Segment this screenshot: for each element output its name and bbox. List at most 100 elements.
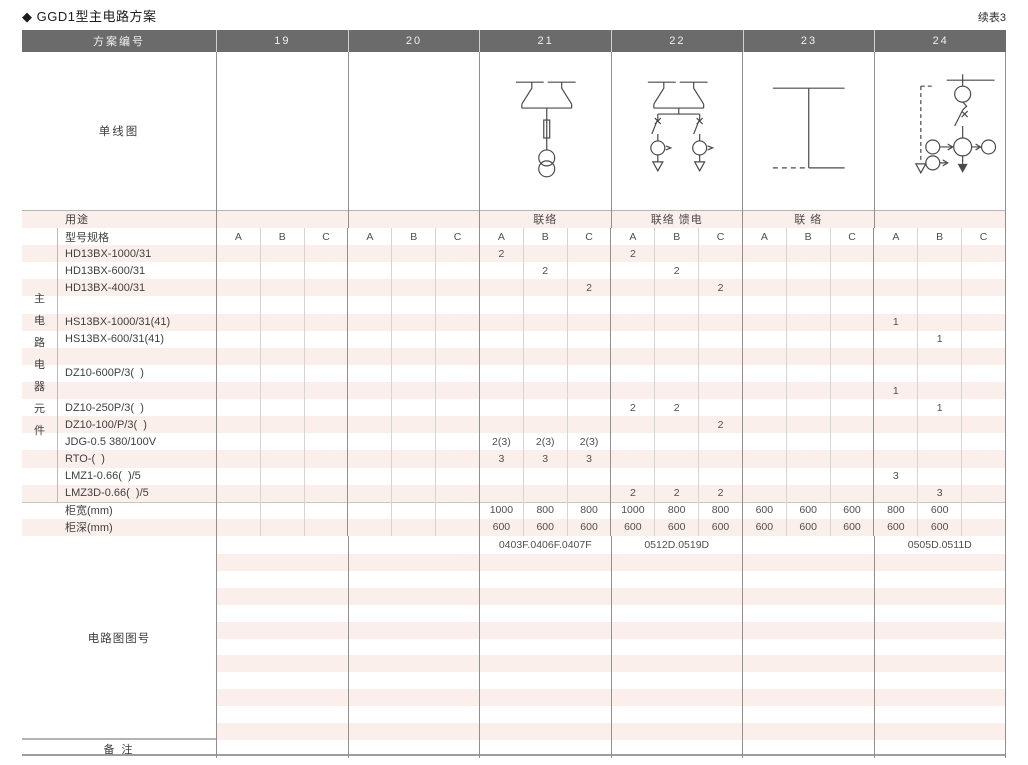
qty-cell (305, 450, 349, 468)
stripe-cell (349, 723, 480, 740)
stripe-cell (875, 554, 1006, 571)
qty-cell (918, 296, 963, 314)
qty-cell (261, 501, 305, 519)
qty-cell: 3 (480, 450, 524, 468)
diagram-number-body: 0403F.0406F.0407F 0512D.0519D 0505D.0511… (217, 536, 1006, 740)
component-row: DZ10-100/P/3( ) 2 (22, 416, 1006, 434)
stripe-cell (743, 554, 875, 571)
remark-cell-21 (480, 740, 612, 758)
subcolumn-header: C (962, 228, 1006, 246)
continuation-note: 续表3 (977, 12, 1006, 24)
diagram-cell-19 (217, 52, 349, 210)
qty-cell (699, 262, 743, 280)
qty-cell (918, 262, 963, 280)
component-row: HD13BX-1000/31 2 2 (22, 245, 1006, 263)
qty-cell: 600 (743, 501, 787, 519)
qty-cell (436, 262, 480, 280)
stripe-cell (217, 672, 349, 690)
qty-cell (831, 450, 875, 468)
diagram-cell-21 (480, 52, 612, 210)
qty-cell: 600 (831, 518, 875, 536)
diagram-number-row: 0403F.0406F.0407F 0512D.0519D 0505D.0511… (217, 536, 1006, 554)
qty-cell: 800 (655, 501, 700, 519)
qty-cell (962, 381, 1006, 400)
stripe-cell (875, 570, 1006, 588)
stripe-cell (217, 621, 349, 639)
qty-cell: 1000 (611, 501, 656, 519)
qty-cell: 800 (874, 501, 919, 519)
diagram-no-cell-24: 0505D.0511D (875, 536, 1006, 554)
qty-cell (918, 433, 963, 451)
qty-cell (787, 467, 831, 485)
stripe-cell (480, 587, 612, 605)
qty-cell (524, 364, 568, 382)
qty-cell (261, 279, 305, 297)
qty-cell (348, 245, 393, 263)
component-row: HS13BX-600/31(41) 1 (22, 330, 1006, 348)
component-row: 柜宽(mm) 1000 800 800 1000 800 800 600 600 600 800 60… (22, 501, 1006, 519)
qty-cell (305, 399, 349, 417)
qty-cell (611, 347, 656, 365)
qty-cell (962, 313, 1006, 331)
row-label (22, 381, 217, 400)
qty-cell: 600 (568, 518, 612, 536)
qty-cell: 600 (874, 518, 919, 536)
qty-cell (480, 467, 524, 485)
qty-cell (261, 347, 305, 365)
purpose-row-label: 用途 (22, 210, 217, 228)
qty-cell (655, 364, 700, 382)
stripe-cell (612, 621, 743, 639)
stripe-cell (480, 604, 612, 622)
qty-cell (787, 433, 831, 451)
qty-cell (261, 364, 305, 382)
qty-cell (831, 416, 875, 434)
stripe-cell (875, 638, 1006, 656)
qty-cell (743, 313, 787, 331)
qty-cell: 2 (480, 245, 524, 263)
qty-cell (918, 381, 963, 400)
qty-cell (918, 347, 963, 365)
qty-cell (524, 399, 568, 417)
header-scheme-21: 21 (480, 30, 613, 52)
stripe-cell (743, 689, 875, 707)
qty-cell (743, 381, 787, 400)
qty-cell (655, 296, 700, 314)
diagram-no-cell-19 (217, 536, 349, 554)
subcolumn-header: A (480, 228, 524, 246)
qty-cell (874, 296, 919, 314)
row-label: HD13BX-400/31 (22, 279, 217, 297)
qty-cell (655, 279, 700, 297)
component-row: RTO-( ) 3 3 3 (22, 450, 1006, 468)
qty-cell (874, 279, 919, 297)
scheme-table: 方案编号 19 20 21 22 23 24 单线图 (22, 30, 1006, 758)
component-row: 1 (22, 381, 1006, 400)
qty-cell (699, 450, 743, 468)
stripe-cell (875, 689, 1006, 707)
qty-cell (655, 330, 700, 348)
qty-cell (436, 518, 480, 536)
qty-cell (348, 467, 393, 485)
qty-cell (655, 313, 700, 331)
qty-cell (305, 501, 349, 519)
stripe-cell (217, 706, 349, 724)
qty-cell: 2 (611, 399, 656, 417)
qty-cell (392, 518, 437, 536)
qty-cell (918, 416, 963, 434)
qty-cell (217, 381, 261, 400)
qty-cell (305, 279, 349, 297)
qty-cell: 1 (874, 313, 919, 331)
qty-cell: 2 (699, 279, 743, 297)
subcolumn-header: A (217, 228, 261, 246)
qty-cell (743, 484, 787, 502)
row-label: HS13BX-600/31(41) (22, 330, 217, 348)
remark-cell-20 (349, 740, 480, 758)
qty-cell: 2 (568, 279, 612, 297)
qty-cell (480, 399, 524, 417)
row-label: HS13BX-1000/31(41) (22, 313, 217, 331)
diagram-number-label: 电路图图号 (22, 536, 217, 740)
qty-cell: 2 (611, 245, 656, 263)
qty-cell: 1000 (480, 501, 524, 519)
component-row (22, 296, 1006, 314)
qty-cell (962, 467, 1006, 485)
qty-cell (436, 279, 480, 297)
